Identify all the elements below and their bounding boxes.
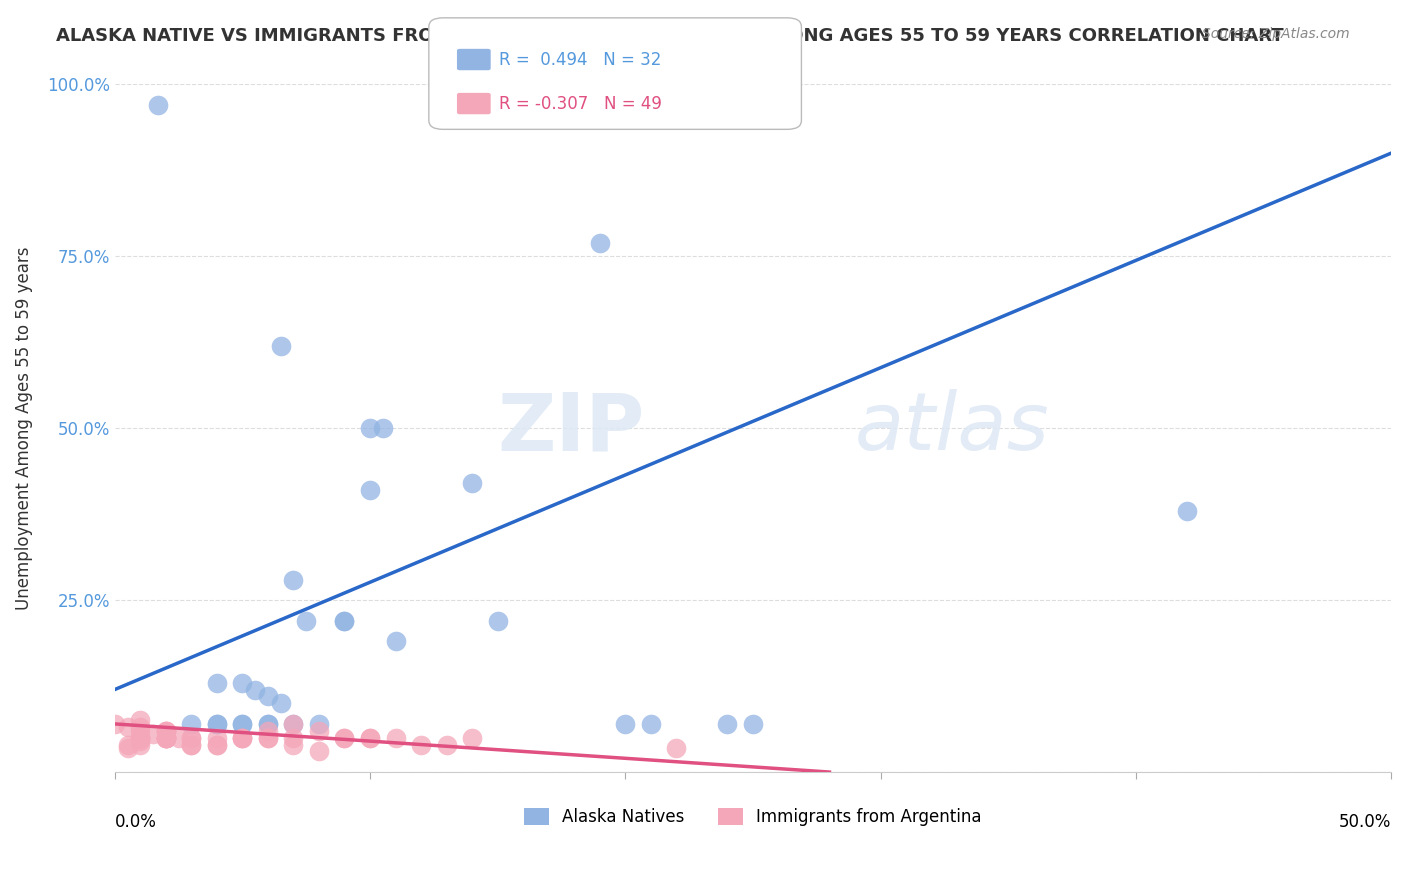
Point — [283, 731, 305, 745]
Point — [231, 717, 253, 731]
Point — [129, 723, 152, 738]
Point — [117, 741, 139, 756]
Point — [205, 717, 228, 731]
Point — [129, 731, 152, 745]
Point — [257, 731, 280, 745]
Point — [640, 717, 662, 731]
Text: R =  0.494   N = 32: R = 0.494 N = 32 — [499, 51, 661, 69]
Point — [295, 614, 318, 628]
Point — [333, 614, 356, 628]
Point — [308, 723, 330, 738]
Point — [231, 731, 253, 745]
Point — [180, 738, 202, 752]
Point — [180, 731, 202, 745]
Point — [155, 723, 177, 738]
Point — [486, 614, 509, 628]
Point — [283, 717, 305, 731]
Point — [333, 731, 356, 745]
Point — [205, 738, 228, 752]
Point — [155, 723, 177, 738]
Point — [257, 723, 280, 738]
Point — [167, 731, 190, 745]
Point — [270, 339, 292, 353]
Text: 50.0%: 50.0% — [1339, 814, 1391, 831]
Point — [180, 738, 202, 752]
Point — [1175, 504, 1198, 518]
Point — [155, 731, 177, 745]
Point — [409, 738, 432, 752]
Legend: Alaska Natives, Immigrants from Argentina: Alaska Natives, Immigrants from Argentin… — [517, 801, 988, 832]
Point — [243, 682, 266, 697]
Point — [436, 738, 458, 752]
Point — [231, 675, 253, 690]
Point — [155, 731, 177, 745]
Text: ZIP: ZIP — [498, 389, 644, 467]
Point — [589, 235, 612, 250]
Point — [308, 717, 330, 731]
Point — [231, 731, 253, 745]
Point — [371, 421, 394, 435]
Point — [359, 731, 381, 745]
Point — [665, 741, 688, 756]
Point — [155, 723, 177, 738]
Point — [129, 731, 152, 745]
Point — [270, 696, 292, 710]
Point — [146, 98, 169, 112]
Text: atlas: atlas — [855, 389, 1050, 467]
Y-axis label: Unemployment Among Ages 55 to 59 years: Unemployment Among Ages 55 to 59 years — [15, 246, 32, 610]
Point — [359, 421, 381, 435]
Point — [359, 731, 381, 745]
Point — [180, 717, 202, 731]
Point — [384, 731, 406, 745]
Point — [129, 714, 152, 728]
Point — [333, 731, 356, 745]
Point — [308, 744, 330, 758]
Point — [180, 731, 202, 745]
Point — [257, 690, 280, 704]
Point — [283, 717, 305, 731]
Point — [614, 717, 637, 731]
Point — [257, 731, 280, 745]
Point — [205, 731, 228, 745]
Point — [155, 731, 177, 745]
Point — [461, 731, 484, 745]
Point — [741, 717, 763, 731]
Point — [205, 717, 228, 731]
Text: R = -0.307   N = 49: R = -0.307 N = 49 — [499, 95, 662, 112]
Point — [155, 731, 177, 745]
Point — [716, 717, 738, 731]
Point — [283, 573, 305, 587]
Point — [257, 717, 280, 731]
Point — [129, 731, 152, 745]
Point — [257, 717, 280, 731]
Point — [129, 738, 152, 752]
Point — [231, 731, 253, 745]
Point — [359, 483, 381, 497]
Point — [333, 614, 356, 628]
Text: ALASKA NATIVE VS IMMIGRANTS FROM ARGENTINA UNEMPLOYMENT AMONG AGES 55 TO 59 YEAR: ALASKA NATIVE VS IMMIGRANTS FROM ARGENTI… — [56, 27, 1284, 45]
Point — [142, 727, 165, 741]
Point — [129, 734, 152, 748]
Point — [384, 634, 406, 648]
Point — [461, 476, 484, 491]
Point — [283, 738, 305, 752]
Point — [117, 720, 139, 734]
Text: 0.0%: 0.0% — [115, 814, 156, 831]
Point — [117, 738, 139, 752]
Point — [231, 717, 253, 731]
Point — [205, 738, 228, 752]
Point — [104, 717, 127, 731]
Point — [155, 731, 177, 745]
Text: Source: ZipAtlas.com: Source: ZipAtlas.com — [1202, 27, 1350, 41]
Point — [129, 720, 152, 734]
Point — [205, 675, 228, 690]
